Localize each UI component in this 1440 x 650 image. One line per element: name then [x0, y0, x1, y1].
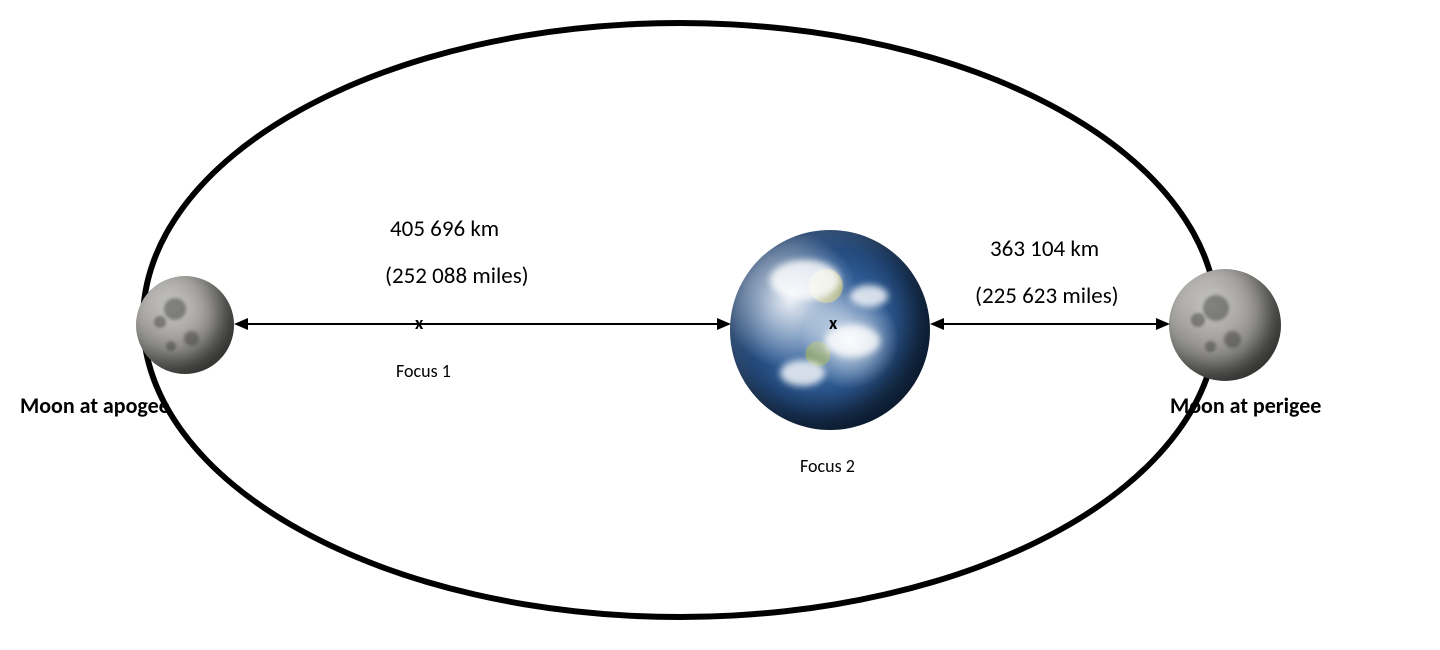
focus2-label: Focus 2 [800, 455, 855, 477]
arrow-perigee-line [943, 323, 1157, 325]
focus1-label: Focus 1 [396, 360, 451, 382]
focus1-x: x [415, 312, 423, 334]
focus2-x: x [829, 312, 837, 334]
perigee-km-label: 363 104 km [990, 235, 1099, 263]
arrow-perigee-head-left [930, 318, 944, 330]
diagram-container: x x Moon at apogee Moon at perigee 405 6… [0, 0, 1440, 650]
arrow-apogee-head-right [717, 318, 731, 330]
moon-perigee [1169, 269, 1281, 381]
moon-apogee [136, 276, 234, 374]
moon-apogee-label: Moon at apogee [20, 392, 170, 419]
apogee-miles-label: (252 088 miles) [385, 262, 529, 290]
arrow-apogee-head-left [234, 318, 248, 330]
orbit-ellipse [140, 20, 1220, 620]
arrow-perigee-head-right [1156, 318, 1170, 330]
apogee-km-label: 405 696 km [390, 215, 499, 243]
perigee-miles-label: (225 623 miles) [975, 282, 1119, 310]
moon-perigee-label: Moon at perigee [1170, 392, 1321, 419]
arrow-apogee-line [247, 323, 718, 325]
